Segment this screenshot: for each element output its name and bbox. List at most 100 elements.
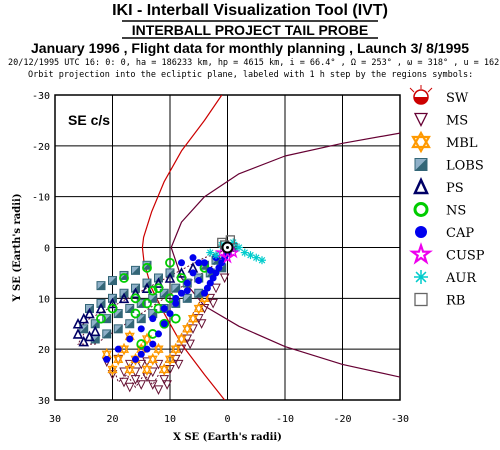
data-point-cap [189,254,197,262]
y-tick-label: 0 [44,244,50,255]
data-point-ps [78,312,90,324]
x-tick-label: -10 [276,414,294,425]
data-point-lobs [171,283,181,293]
data-point-ms [205,293,216,304]
legend-item-sw: SW [409,85,469,106]
data-point-cap [206,279,214,287]
data-point-cap [160,305,168,312]
data-point-cap [149,315,157,323]
data-point-cap [166,310,174,318]
data-point-cap [160,320,168,328]
boundary-curve [170,132,400,378]
legend-item-ps: PS [413,177,464,196]
data-point-ps [107,297,118,309]
data-point-ns [142,262,152,273]
data-point-cap [218,259,226,267]
y-tick-label: -20 [32,142,50,153]
data-point-mbl [164,352,176,366]
data-point-ns [147,285,158,296]
legend: SW MS MBL LOBS PS NS CAP CUSP AUR RB [409,85,485,309]
data-point-ns [170,313,181,324]
data-point-ns [107,303,118,314]
data-point-ns [159,318,170,329]
data-point-cap [132,355,139,363]
x-tick-label: 30 [49,414,61,425]
y-axis-label: Y SE (Earth's radii) [12,193,23,302]
data-point-cap [126,335,134,343]
data-point-cap [178,259,185,267]
mbl-icon [411,130,431,154]
legend-item-aur: AUR [414,270,477,286]
data-point-aur [246,251,255,260]
data-point-ns [165,257,175,268]
legend-label: CUSP [446,249,485,264]
legend-label: SW [446,91,469,106]
data-point-ps [84,307,95,319]
frame-label: SE c/s [68,112,110,128]
data-point-mbl [159,363,170,376]
sw-icon [409,85,433,105]
data-point-mbl [141,332,153,346]
data-point-ns [119,273,129,283]
data-point-cap [195,259,203,267]
data-point-ms [136,359,147,370]
ms-icon [413,112,429,127]
data-point-cap [209,274,217,282]
orbit-trace [77,247,234,345]
legend-label: MBL [446,136,478,151]
orbit-trace [77,247,234,330]
data-point-ms [211,283,221,294]
data-point-cap [137,350,145,358]
data-point-cap [195,277,203,285]
data-point-cap [155,330,162,338]
data-point-ms [147,380,158,390]
legend-label: NS [446,204,466,219]
legend-label: AUR [445,271,477,286]
data-point-ns [142,298,152,309]
data-point-ms [124,382,135,393]
legend-item-ns: NS [413,202,466,219]
data-point-ms [185,339,195,350]
projection-note: Orbit projection into the ecliptic plane… [28,70,474,80]
data-point-ms [153,385,164,395]
legend-label: LOBS [446,159,484,174]
data-point-mbl [193,302,204,315]
data-point-ms [124,359,135,370]
x-tick-label: -20 [333,414,351,425]
data-point-ms [219,273,230,284]
data-point-ns [130,308,141,319]
data-point-ps [153,277,164,288]
data-point-ms [173,359,184,370]
x-tick-label: -30 [391,414,409,425]
data-point-cap [114,345,122,353]
legend-item-lobs: LOBS [414,158,484,174]
x-axis-label: X SE (Earth's radii) [173,432,282,443]
data-point-lobs [182,293,192,303]
y-tick-label: -30 [32,91,50,102]
data-point-ms [153,359,164,370]
data-point-cap [172,299,180,307]
data-point-ms [119,377,129,388]
data-point-mbl [141,363,153,376]
data-point-mbl [107,363,118,376]
data-point-ns [96,313,106,324]
data-point-ps [89,325,101,337]
data-point-cap [206,266,214,274]
data-point-ns [176,273,187,283]
data-point-cap [201,289,208,297]
x-tick-label: 10 [164,414,176,425]
data-point-lobs [108,276,117,286]
ns-icon [413,202,429,217]
series-cap [103,249,231,363]
data-point-mbl [124,363,135,376]
data-point-lobs [125,319,135,329]
legend-item-cap: CAP [415,226,474,241]
data-point-ms [136,380,147,390]
data-point-aur [206,248,215,257]
rb-icon [414,292,428,307]
data-point-mbl [182,322,193,336]
data-point-cap [189,269,197,277]
data-point-cap [143,345,151,353]
data-point-cap [172,294,180,302]
y-tick-label: 10 [38,294,50,305]
